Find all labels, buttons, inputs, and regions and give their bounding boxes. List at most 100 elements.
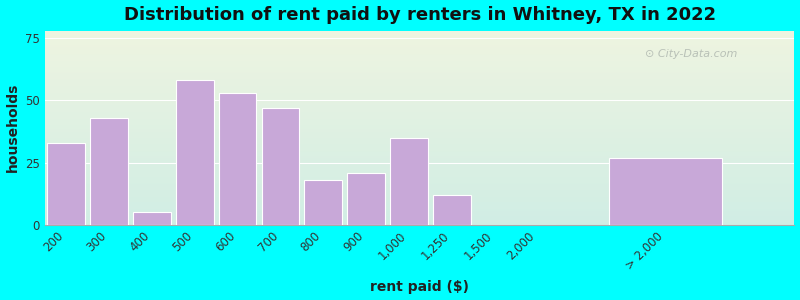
Bar	[45, 193, 794, 194]
Bar	[45, 130, 794, 131]
Bar	[45, 153, 794, 154]
Bar	[45, 54, 794, 55]
Bar	[45, 97, 794, 98]
Bar	[45, 152, 794, 153]
Bar	[45, 108, 794, 109]
Bar	[45, 219, 794, 220]
Bar	[176, 80, 214, 225]
Bar	[45, 71, 794, 72]
Bar	[45, 113, 794, 114]
Bar	[45, 203, 794, 204]
Bar	[45, 49, 794, 50]
Bar	[45, 53, 794, 54]
Bar	[45, 111, 794, 112]
Bar	[45, 98, 794, 99]
Bar	[45, 115, 794, 116]
Bar	[45, 90, 794, 91]
Bar	[45, 119, 794, 120]
Bar	[45, 67, 794, 68]
Bar	[45, 109, 794, 110]
Bar	[45, 155, 794, 156]
Bar	[45, 81, 794, 82]
Bar	[45, 167, 794, 169]
Bar	[45, 107, 794, 108]
Bar	[45, 137, 794, 138]
Bar	[45, 222, 794, 223]
Bar	[45, 206, 794, 207]
Bar	[45, 58, 794, 59]
Bar	[45, 96, 794, 97]
Bar	[45, 128, 794, 129]
Bar	[90, 118, 128, 225]
Bar	[45, 75, 794, 76]
Bar	[45, 42, 794, 43]
Bar	[45, 190, 794, 191]
Bar	[45, 52, 794, 53]
Bar	[45, 213, 794, 214]
Bar	[45, 88, 794, 89]
Bar	[45, 99, 794, 100]
Bar	[45, 157, 794, 158]
Bar	[45, 55, 794, 56]
Bar	[45, 202, 794, 203]
Bar	[45, 211, 794, 212]
Bar	[45, 177, 794, 178]
Bar	[45, 95, 794, 96]
Bar	[45, 43, 794, 44]
Bar	[45, 38, 794, 39]
Bar	[45, 173, 794, 174]
Bar	[45, 91, 794, 92]
Bar	[45, 149, 794, 150]
Bar	[45, 33, 794, 34]
Bar	[45, 182, 794, 183]
Bar	[45, 116, 794, 117]
Bar	[45, 183, 794, 184]
Bar	[45, 61, 794, 62]
Bar	[45, 80, 794, 81]
Bar	[45, 72, 794, 74]
Bar	[45, 141, 794, 142]
Bar	[45, 34, 794, 35]
Bar	[45, 134, 794, 136]
Text: ⊙ City-Data.com: ⊙ City-Data.com	[645, 49, 737, 59]
Bar	[218, 93, 257, 225]
Bar	[45, 101, 794, 103]
Bar	[45, 216, 794, 217]
Bar	[45, 164, 794, 165]
Bar	[45, 220, 794, 221]
Bar	[45, 147, 794, 148]
Bar	[45, 169, 794, 170]
Bar	[45, 120, 794, 121]
Bar	[45, 199, 794, 200]
Bar	[45, 92, 794, 93]
Bar	[45, 84, 794, 85]
Bar	[45, 48, 794, 49]
Bar	[45, 47, 794, 48]
Bar	[45, 100, 794, 101]
Bar	[45, 39, 794, 41]
Bar	[45, 217, 794, 218]
Bar	[45, 70, 794, 71]
Bar	[45, 191, 794, 192]
Bar	[45, 221, 794, 222]
Bar	[390, 138, 428, 225]
Bar	[45, 154, 794, 155]
Bar	[45, 195, 794, 196]
Bar	[45, 123, 794, 124]
Bar	[45, 172, 794, 173]
Bar	[45, 187, 794, 188]
Bar	[45, 51, 794, 52]
Bar	[45, 122, 794, 123]
Bar	[45, 180, 794, 181]
Bar	[45, 50, 794, 51]
Bar	[433, 195, 470, 225]
Bar	[45, 129, 794, 130]
Bar	[45, 125, 794, 126]
Bar	[45, 176, 794, 177]
Bar	[45, 46, 794, 47]
Bar	[47, 143, 85, 225]
Bar	[45, 215, 794, 216]
Bar	[45, 32, 794, 33]
Bar	[45, 35, 794, 37]
Bar	[45, 197, 794, 198]
